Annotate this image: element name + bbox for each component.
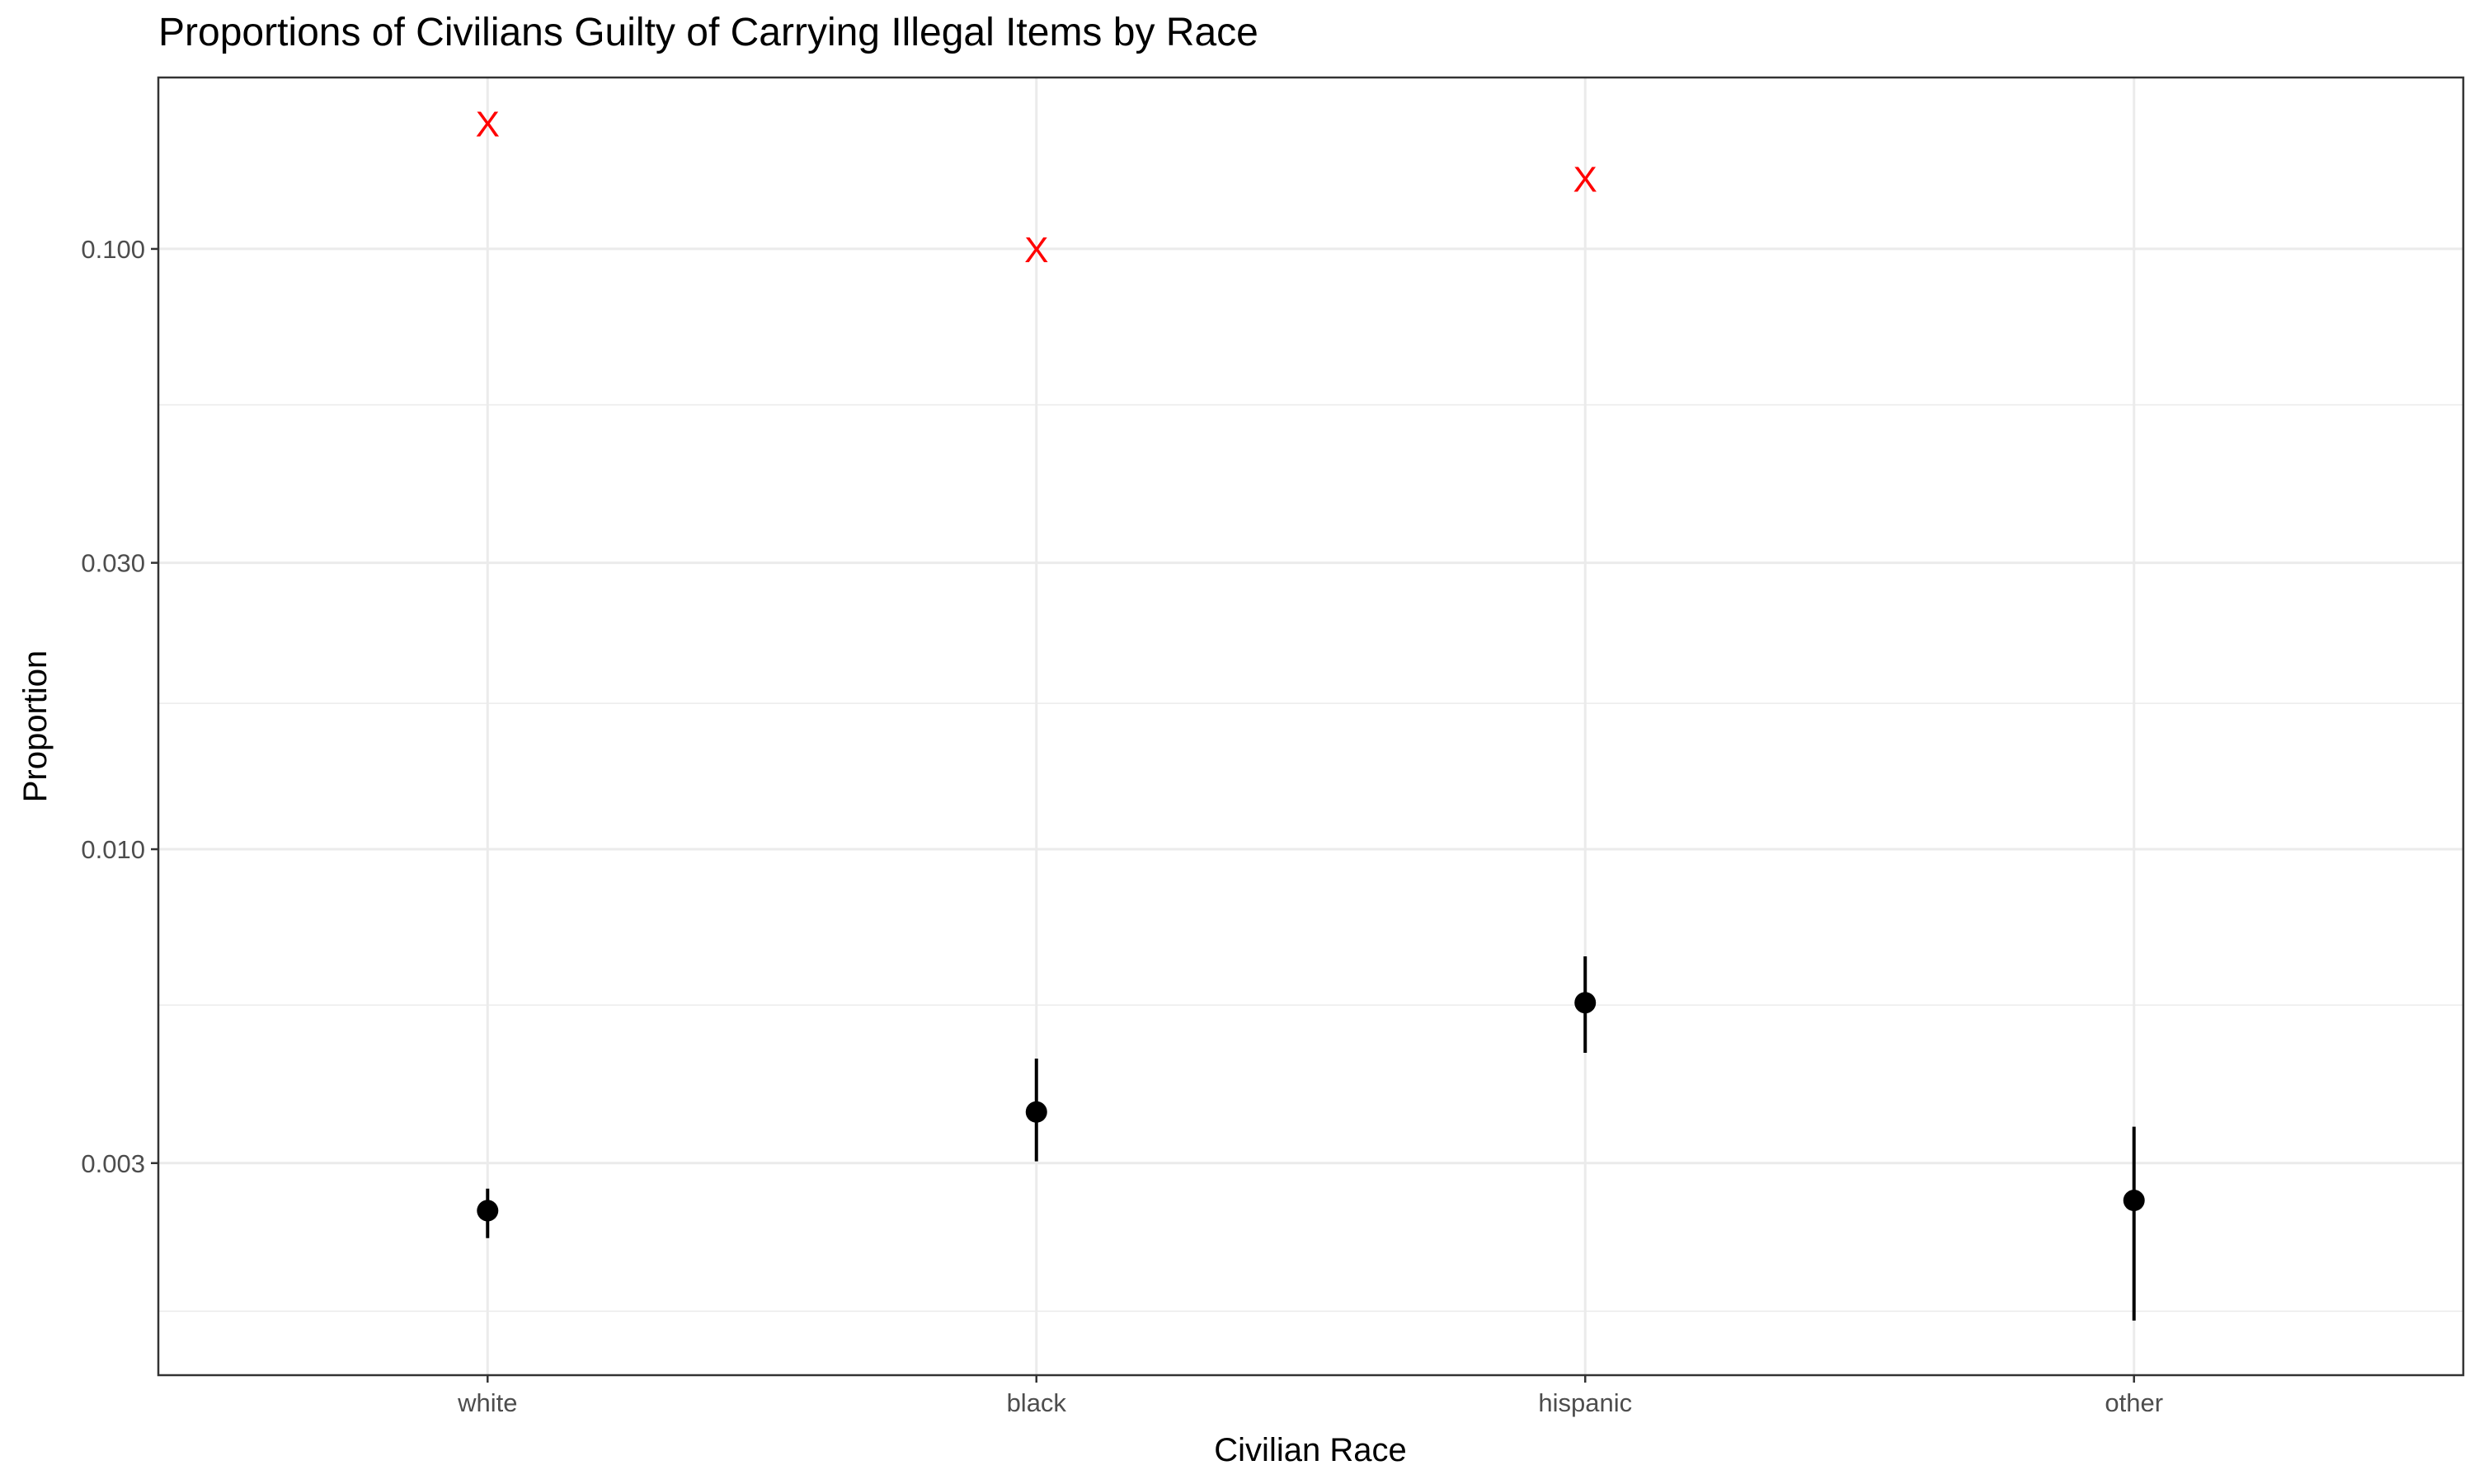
major-gridlines	[158, 247, 2463, 1165]
x-marker: X	[1573, 160, 1597, 200]
plot-border	[157, 76, 2465, 1377]
x-tick-label: black	[1007, 1388, 1067, 1417]
data-point	[2123, 1190, 2145, 1212]
x-tick-label: hispanic	[1538, 1388, 1632, 1417]
x-axis: white black hispanic other	[457, 1375, 2163, 1417]
data-point	[1025, 1101, 1047, 1123]
chart-title: Proportions of Civilians Guilty of Carry…	[158, 11, 1258, 54]
y-tick-label: 0.010	[81, 835, 145, 864]
minor-gridlines	[158, 404, 2463, 1313]
x-tick-label: other	[2105, 1388, 2163, 1417]
x-axis-title: Civilian Race	[1214, 1432, 1406, 1468]
data-points	[477, 992, 2145, 1222]
plot-background	[158, 77, 2463, 1375]
x-marker: X	[1024, 230, 1048, 270]
y-tick-label: 0.100	[81, 235, 145, 264]
y-axis: 0.003 0.010 0.030 0.100	[81, 235, 158, 1178]
data-point	[1574, 992, 1597, 1014]
x-marker: X	[476, 104, 500, 144]
y-tick-label: 0.003	[81, 1149, 145, 1178]
x-tick-label: white	[457, 1388, 517, 1417]
data-point	[477, 1200, 499, 1222]
x-markers: X X X	[476, 104, 1597, 270]
y-tick-label: 0.030	[81, 549, 145, 578]
y-axis-title: Proportion	[17, 650, 54, 803]
